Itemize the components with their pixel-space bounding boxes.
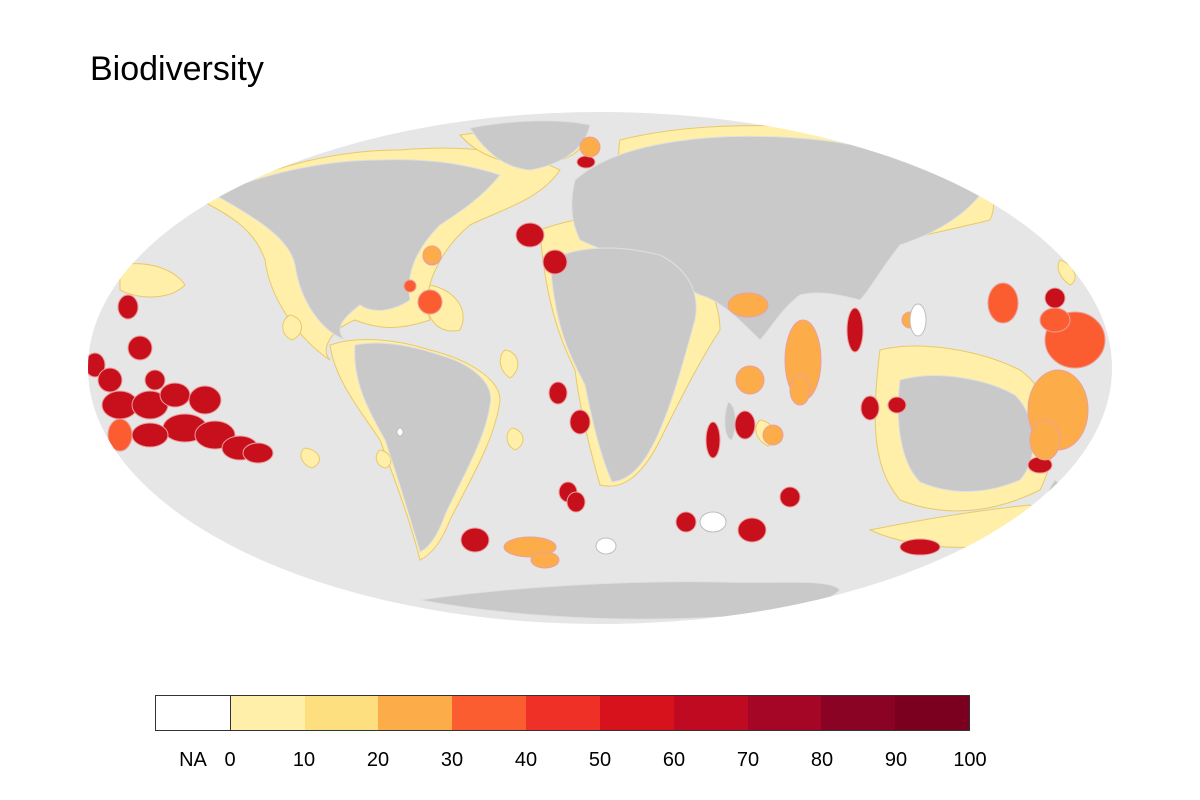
legend-bin-60-70: [673, 696, 748, 730]
legend-tick-10: 10: [292, 749, 316, 771]
legend-tick-30: 30: [440, 749, 464, 771]
legend-bin-40-50: [526, 696, 600, 730]
page-title: Biodiversity: [90, 50, 264, 88]
legend-bin-30-40: [452, 696, 527, 730]
legend-tick-40: 40: [514, 749, 538, 771]
orange-zones: [422, 136, 1089, 569]
map-layer: [88, 120, 1106, 620]
land: [213, 120, 1062, 620]
pacific-cluster: [88, 294, 274, 464]
legend-tick-100: 100: [953, 749, 987, 771]
south-america: [354, 342, 492, 553]
legend-bin-10-20: [304, 696, 379, 730]
legend-na-swatch: [156, 696, 231, 730]
madagascar: [724, 401, 736, 441]
legend-tick-90: 90: [884, 749, 908, 771]
warm-zones: [403, 246, 1106, 369]
legend-color-bar: [155, 695, 970, 731]
hotspots: [88, 136, 1106, 569]
legend-bin-50-60: [599, 696, 674, 730]
atlantic-islands: [117, 155, 1066, 556]
legend-tick-60: 60: [662, 749, 686, 771]
legend-tick-50: 50: [588, 749, 612, 771]
legend-bin-80-90: [821, 696, 896, 730]
color-legend: NA 0 10 20 30 40 50 60 70 80 90 100: [155, 695, 987, 775]
legend-tick-70: 70: [736, 749, 760, 771]
legend-na-label: NA: [179, 749, 207, 771]
australia: [897, 375, 1035, 492]
legend-bin-70-80: [747, 696, 822, 730]
legend-bin-20-30: [378, 696, 453, 730]
antarctica: [419, 581, 841, 620]
legend-bin-0-10: [230, 696, 305, 730]
legend-tick-0: 0: [224, 749, 236, 771]
legend-bin-90-100: [895, 696, 969, 730]
na-zones: [396, 303, 927, 555]
africa: [549, 247, 697, 483]
north-america: [213, 159, 501, 341]
greenland: [469, 120, 591, 171]
legend-tick-20: 20: [366, 749, 390, 771]
legend-tick-80: 80: [810, 749, 834, 771]
